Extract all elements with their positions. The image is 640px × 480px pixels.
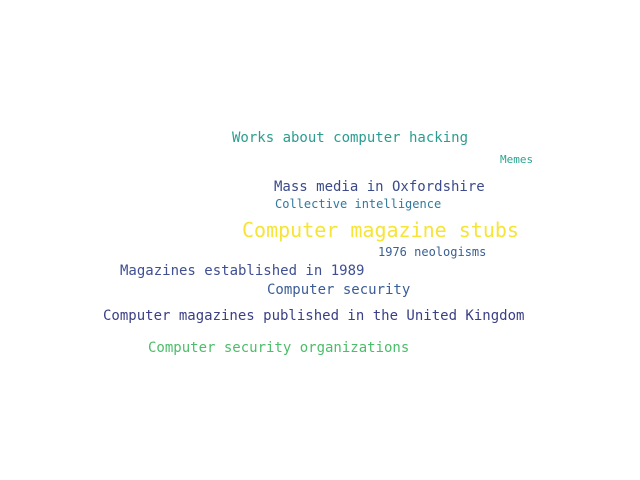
word-computer-magazine-stubs: Computer magazine stubs [242,218,519,242]
word-computer-magazines-published-in-the-united-kingdom: Computer magazines published in the Unit… [103,308,525,324]
word-works-about-computer-hacking: Works about computer hacking [232,130,469,146]
word-1976-neologisms: 1976 neologisms [378,245,487,259]
word-computer-security-organizations: Computer security organizations [148,340,410,356]
word-collective-intelligence: Collective intelligence [275,197,442,211]
word-magazines-established-in-1989: Magazines established in 1989 [120,263,365,279]
word-mass-media-in-oxfordshire: Mass media in Oxfordshire [274,179,485,195]
word-memes: Memes [500,153,534,166]
word-computer-security: Computer security [267,282,411,298]
